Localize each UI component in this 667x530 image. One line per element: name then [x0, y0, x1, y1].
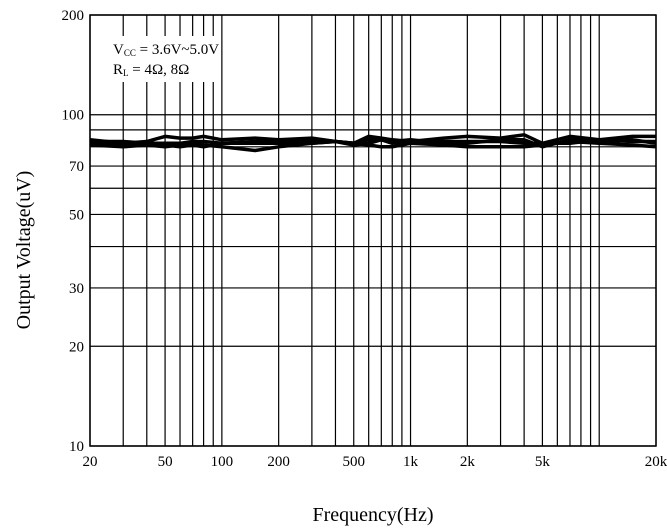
y-tick-label: 50 [69, 207, 84, 223]
x-tick-label: 100 [211, 454, 234, 470]
y-tick-label: 30 [69, 281, 84, 297]
y-tick-label: 20 [69, 339, 84, 355]
annotation-box [108, 36, 218, 82]
y-tick-label: 70 [69, 159, 84, 175]
y-axis-title: Output Voltage(uV) [13, 171, 35, 330]
x-tick-label: 2k [460, 454, 476, 470]
series-line-3 [89, 139, 657, 149]
x-tick-label: 20k [645, 454, 667, 470]
y-tick-label: 200 [62, 8, 85, 24]
annotation-rl: RL = 4Ω, 8Ω [113, 62, 189, 78]
x-tick-label: 5k [535, 454, 551, 470]
x-tick-label: 50 [158, 454, 173, 470]
series-group [89, 133, 657, 153]
plot-frame [89, 14, 657, 447]
y-tick-label: 10 [69, 439, 84, 455]
x-axis-title: Frequency(Hz) [312, 504, 433, 526]
y-tick-label: 100 [62, 108, 85, 124]
series-line-4 [90, 138, 656, 146]
x-tick-label: 500 [342, 454, 365, 470]
x-tick-label: 200 [267, 454, 290, 470]
x-tick-label: 20 [83, 454, 98, 470]
annotation-vcc: VCC = 3.6V~5.0V [113, 42, 219, 58]
x-tick-label: 1k [403, 454, 419, 470]
